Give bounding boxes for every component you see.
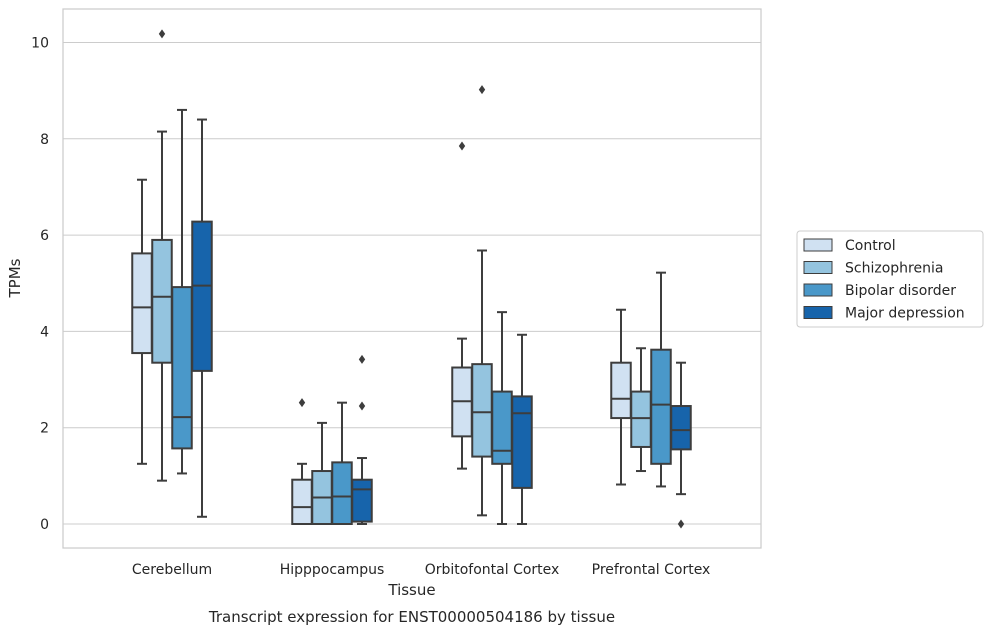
- boxes: [131, 29, 692, 529]
- legend-frame: [796, 230, 984, 328]
- box-major-depression: [670, 361, 692, 529]
- box-bipolar-disorder: [331, 401, 353, 526]
- outlier-point: [158, 29, 166, 39]
- x-tick-label: Orbitofontal Cortex: [425, 562, 560, 578]
- y-tick-label: 2: [40, 421, 49, 437]
- chart-caption: Transcript expression for ENST0000050418…: [208, 608, 615, 626]
- box-bipolar-disorder: [491, 311, 513, 525]
- box-body: [650, 348, 672, 465]
- y-axis-label: TPMs: [6, 258, 24, 298]
- box-body: [610, 361, 632, 420]
- box-body: [291, 478, 313, 525]
- box-body: [511, 395, 533, 489]
- outlier-point: [298, 398, 306, 408]
- box-major-depression: [351, 354, 373, 525]
- box-schizophrenia: [630, 347, 652, 473]
- box-control: [131, 178, 153, 465]
- legend-swatch: [803, 238, 833, 252]
- y-tick-labels: 0 2 4 6 8 10: [31, 36, 49, 534]
- box-control: [451, 141, 473, 470]
- box-body: [131, 252, 153, 355]
- box-major-depression: [191, 118, 213, 518]
- legend-label: Control: [845, 238, 896, 254]
- y-tick-label: 8: [40, 132, 49, 148]
- box-schizophrenia: [311, 421, 333, 526]
- box-body: [191, 220, 213, 372]
- box-bipolar-disorder: [171, 108, 193, 475]
- x-tick-label: Prefrontal Cortex: [592, 562, 711, 578]
- x-tick-label: Hipppocampus: [280, 562, 385, 578]
- y-tick-label: 4: [40, 324, 49, 340]
- x-tick-labels: Cerebellum Hipppocampus Orbitofontal Corte…: [132, 562, 710, 578]
- box-body: [151, 238, 173, 364]
- x-tick-label: Cerebellum: [132, 562, 212, 578]
- box-body: [471, 363, 493, 458]
- box-control: [291, 398, 313, 525]
- box-body: [351, 478, 373, 523]
- legend-swatch: [803, 283, 833, 297]
- legend-swatch: [803, 261, 833, 274]
- box-control: [610, 308, 632, 486]
- outlier-point: [677, 519, 685, 529]
- x-axis-label: Tissue: [387, 581, 435, 599]
- outlier-point: [478, 85, 486, 95]
- legend-label: Major depression: [845, 306, 965, 322]
- legend-swatch: [803, 306, 833, 319]
- y-tick-label: 6: [40, 228, 49, 244]
- box-body: [171, 286, 193, 450]
- outlier-point: [358, 401, 366, 411]
- outlier-point: [458, 141, 466, 151]
- legend: Control Schizophrenia Bipolar disorder Majo…: [796, 230, 984, 328]
- plot-frame: [62, 8, 762, 549]
- box-body: [331, 461, 353, 526]
- box-schizophrenia: [151, 29, 173, 482]
- y-tick-label: 0: [40, 517, 49, 533]
- box-major-depression: [511, 333, 533, 525]
- box-body: [630, 390, 652, 448]
- box-body: [670, 405, 692, 451]
- box-body: [491, 390, 513, 465]
- box-schizophrenia: [471, 85, 493, 517]
- box-bipolar-disorder: [650, 271, 672, 488]
- y-tick-label: 10: [31, 36, 49, 52]
- legend-label: Bipolar disorder: [845, 283, 956, 299]
- legend-label: Schizophrenia: [845, 261, 943, 277]
- outlier-point: [358, 354, 366, 364]
